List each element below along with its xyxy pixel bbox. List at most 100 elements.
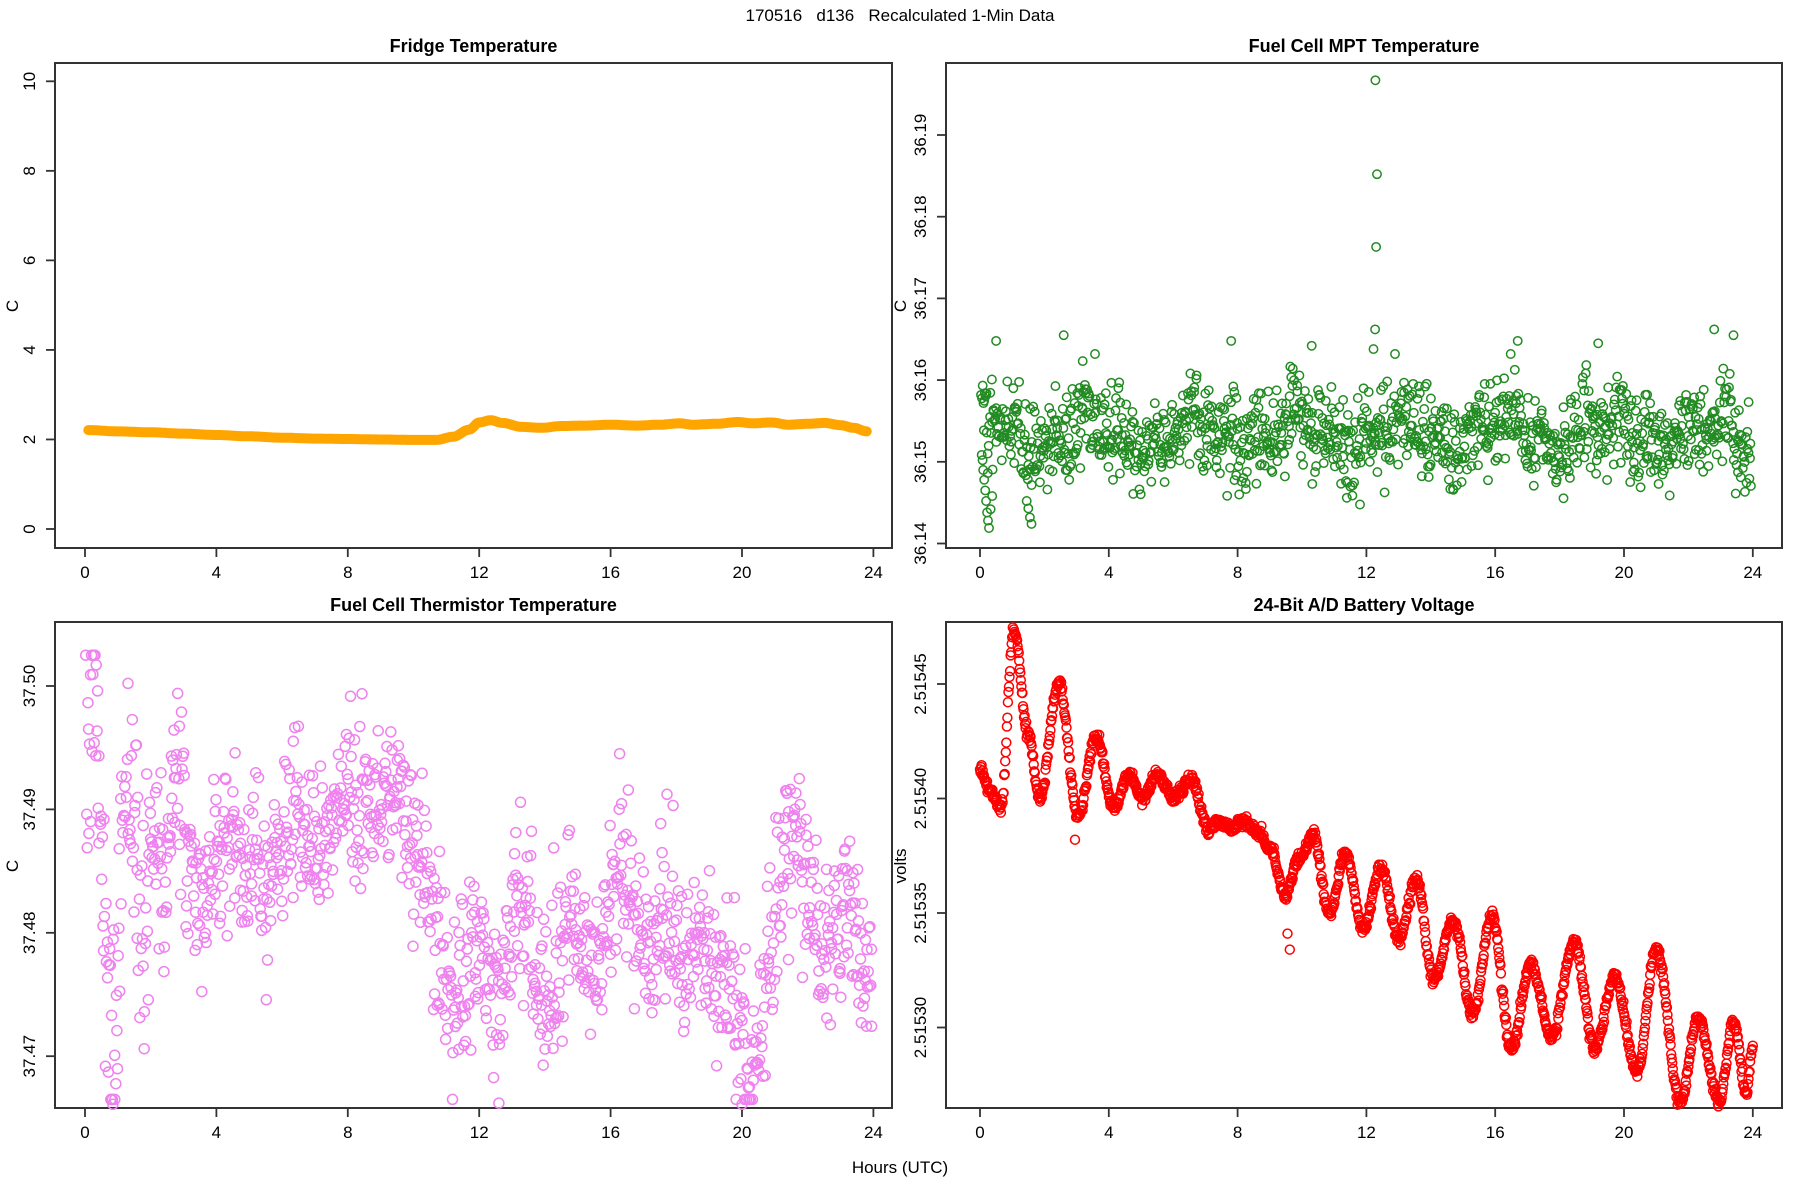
- data-point: [559, 895, 572, 908]
- data-point: [1138, 445, 1149, 456]
- data-point: [1066, 403, 1077, 414]
- data-point: [1057, 694, 1068, 706]
- data-point: [633, 852, 646, 864]
- data-point: [529, 977, 541, 990]
- data-point: [187, 890, 200, 902]
- data-point: [1642, 451, 1653, 461]
- data-point: [1731, 1024, 1742, 1035]
- data-point: [803, 901, 816, 914]
- data-point: [182, 927, 194, 940]
- data-point: [675, 890, 688, 903]
- data-point: [535, 999, 548, 1011]
- data-point: [1666, 1057, 1678, 1069]
- data-point: [1115, 789, 1126, 800]
- data-point: [624, 857, 637, 869]
- data-point: [439, 1033, 452, 1046]
- data-point: [693, 901, 706, 914]
- data-point: [1195, 448, 1206, 459]
- data-point: [399, 828, 411, 841]
- data-point: [1398, 922, 1409, 933]
- data-point: [793, 825, 806, 838]
- data-point: [747, 1074, 760, 1086]
- data-point: [1559, 976, 1570, 988]
- data-point: [705, 1003, 718, 1015]
- data-point: [1044, 730, 1056, 742]
- data-point: [364, 779, 376, 791]
- data-point: [717, 940, 730, 953]
- data-point: [1001, 721, 1013, 732]
- data-point: [1454, 931, 1465, 943]
- data-point: [1226, 335, 1237, 346]
- data-point: [1397, 413, 1408, 424]
- data-point: [1292, 380, 1303, 391]
- data-point: [103, 943, 116, 955]
- data-point: [1503, 417, 1514, 428]
- data-point: [332, 748, 345, 761]
- data-point: [1384, 455, 1395, 465]
- data-point: [1483, 438, 1494, 449]
- data-point: [1639, 1022, 1651, 1034]
- data-point: [1716, 416, 1727, 427]
- data-point: [196, 985, 208, 998]
- data-point: [1191, 370, 1202, 381]
- data-point: [672, 957, 685, 970]
- y-tick-label: 0: [20, 524, 39, 533]
- data-point: [1401, 402, 1412, 412]
- data-point: [92, 802, 104, 814]
- data-point: [372, 725, 384, 737]
- data-point: [668, 915, 680, 928]
- data-point: [356, 773, 368, 785]
- data-point: [771, 965, 783, 978]
- data-point: [139, 937, 152, 950]
- data-point: [1382, 376, 1393, 387]
- data-point: [510, 826, 522, 839]
- data-point: [1197, 461, 1208, 472]
- data-point: [524, 892, 537, 904]
- data-point: [1064, 474, 1075, 485]
- data-point: [723, 959, 735, 971]
- data-point: [1474, 978, 1486, 990]
- data-point: [1313, 848, 1325, 860]
- data-point: [1061, 413, 1072, 424]
- data-point: [1585, 462, 1596, 473]
- data-point: [369, 771, 382, 783]
- data-point: [101, 936, 114, 948]
- data-point: [439, 1009, 452, 1021]
- data-point: [1715, 375, 1726, 386]
- data-point: [1044, 735, 1055, 746]
- data-point: [1745, 480, 1756, 491]
- data-point: [81, 842, 93, 854]
- data-point: [1441, 403, 1452, 414]
- data-point: [1477, 953, 1489, 965]
- data-point: [1737, 463, 1748, 474]
- data-point: [390, 822, 402, 834]
- data-point: [1705, 1062, 1716, 1074]
- data-point: [1632, 1071, 1643, 1082]
- data-point: [1728, 330, 1739, 341]
- y-tick-label: 6: [20, 256, 39, 265]
- data-point: [338, 797, 350, 810]
- data-point: [1628, 457, 1639, 468]
- data-point: [115, 770, 128, 783]
- data-point: [864, 920, 876, 933]
- data-point: [1648, 411, 1659, 422]
- data-point: [865, 1020, 878, 1033]
- data-point: [97, 920, 109, 932]
- data-point: [1613, 441, 1623, 452]
- data-point: [817, 988, 829, 1000]
- data-point: [482, 952, 494, 965]
- data-point: [1550, 1030, 1562, 1041]
- data-point: [1740, 432, 1751, 443]
- data-point: [1416, 890, 1427, 901]
- data-point: [406, 813, 419, 826]
- data-point: [1587, 401, 1598, 412]
- data-point: [1492, 375, 1502, 386]
- data-point: [991, 403, 1002, 414]
- data-point: [1402, 903, 1414, 914]
- data-point: [480, 1012, 493, 1025]
- data-point: [1210, 439, 1221, 450]
- data-point: [1457, 950, 1468, 962]
- data-point: [1645, 398, 1656, 409]
- data-point: [91, 725, 103, 737]
- data-point: [1058, 330, 1069, 341]
